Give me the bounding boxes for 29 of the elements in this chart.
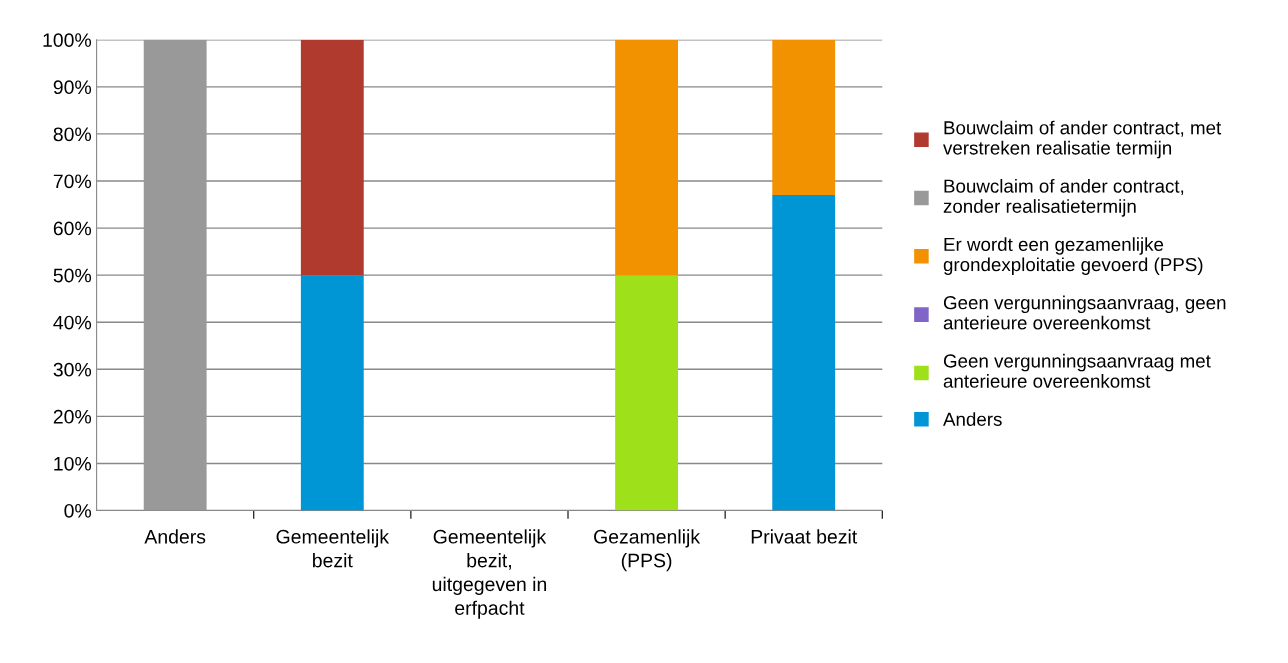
y-tick-label: 0%: [64, 503, 92, 518]
bar: [300, 275, 364, 511]
x-tick-label: Privaat bezit: [751, 529, 858, 544]
legend-label: Geen vergunningsaanvraag, geen anterieure overeenkomst: [943, 295, 1226, 330]
legend-label: Geen vergunningsaanvraag met anterieure overeenkomst: [943, 353, 1211, 388]
y-tick-label: 80%: [53, 127, 92, 142]
y-tick-label: 70%: [53, 174, 92, 189]
y-tick-label: 40%: [53, 315, 92, 330]
y-tick-label: 60%: [53, 221, 92, 236]
bar: [143, 39, 207, 511]
legend-label: Anders: [943, 412, 1002, 426]
legend-label: Bouwclaim of ander contract, met verstreken realisatie termijn: [943, 120, 1222, 159]
y-tick-label: 30%: [53, 362, 92, 377]
legend-label: Er wordt een gezamenlijke grondexploitatie gevoerd (PPS): [943, 237, 1203, 275]
bar: [772, 39, 836, 196]
x-tick-label: Gemeentelijk bezit, uitgegeven in erfpacht: [432, 529, 547, 619]
bar: [615, 275, 678, 511]
y-tick-label: 90%: [53, 80, 92, 95]
x-tick-label: Anders: [144, 529, 206, 544]
y-tick-label: 10%: [54, 456, 92, 471]
bar: [615, 39, 678, 276]
y-tick-label: 100%: [43, 33, 92, 48]
x-tick-label: Gemeentelijk bezit: [276, 529, 390, 568]
bar: [300, 39, 364, 276]
bar: [772, 195, 836, 511]
y-tick-label: 20%: [53, 409, 92, 424]
legend-label: Bouwclaim of ander contract, zonder realisatietermijn: [943, 178, 1184, 217]
y-tick-label: 50%: [53, 268, 92, 283]
x-tick-label: Gezamenlijk (PPS): [594, 529, 701, 572]
